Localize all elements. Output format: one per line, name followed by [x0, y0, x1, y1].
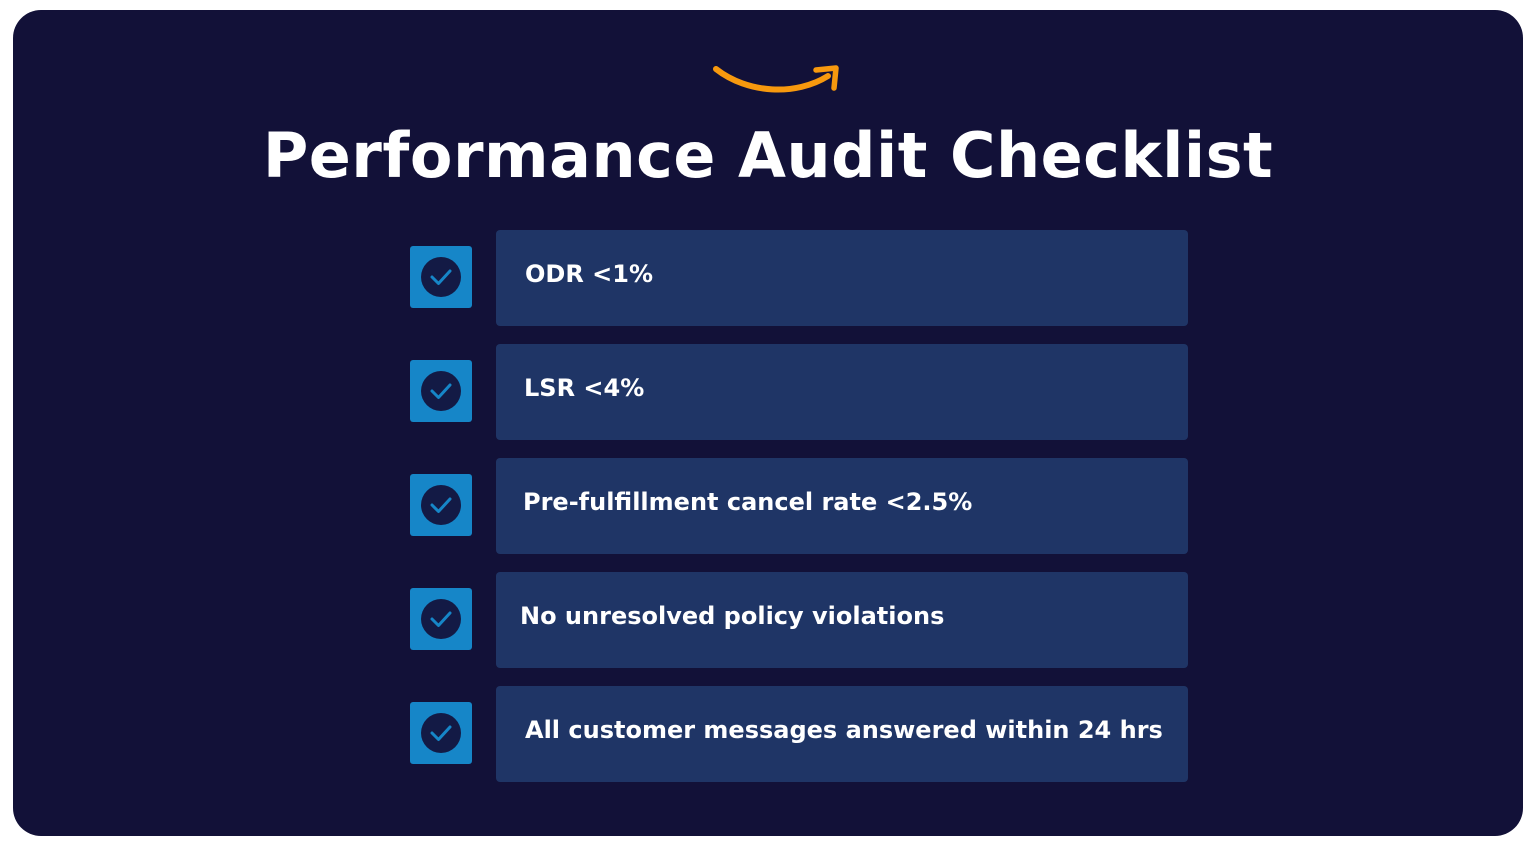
- checklist-item-cancel-rate: Pre-fulfillment cancel rate <2.5%: [410, 458, 1188, 554]
- check-circle-icon: [421, 599, 461, 639]
- item-label: LSR <4%: [524, 374, 645, 402]
- checklist-item-lsr: LSR <4%: [410, 344, 1188, 440]
- checklist-item-policy-violations: No unresolved policy violations: [410, 572, 1188, 668]
- checklist-card: Performance Audit Checklist ODR <1%: [13, 10, 1523, 836]
- item-label: No unresolved policy violations: [520, 602, 945, 630]
- checkbox[interactable]: [410, 246, 472, 308]
- checkbox[interactable]: [410, 360, 472, 422]
- item-label: Pre-fulfillment cancel rate <2.5%: [523, 488, 973, 516]
- item-label: ODR <1%: [525, 260, 654, 288]
- checkbox[interactable]: [410, 702, 472, 764]
- item-bar: No unresolved policy violations: [496, 572, 1188, 668]
- smile-arrow: [813, 65, 839, 91]
- check-circle-icon: [421, 713, 461, 753]
- check-circle-icon: [421, 485, 461, 525]
- checklist: ODR <1% LSR <4% Pre-fulfil: [410, 230, 1188, 800]
- checklist-item-customer-messages: All customer messages answered within 24…: [410, 686, 1188, 782]
- checkbox[interactable]: [410, 588, 472, 650]
- page-title: Performance Audit Checklist: [262, 119, 1274, 192]
- amazon-smile-icon: [713, 65, 839, 93]
- check-circle-icon: [421, 257, 461, 297]
- item-bar: All customer messages answered within 24…: [496, 686, 1188, 782]
- item-label: All customer messages answered within 24…: [525, 716, 1163, 744]
- checklist-item-odr: ODR <1%: [410, 230, 1188, 326]
- checkbox[interactable]: [410, 474, 472, 536]
- item-bar: Pre-fulfillment cancel rate <2.5%: [496, 458, 1188, 554]
- item-bar: LSR <4%: [496, 344, 1188, 440]
- check-circle-icon: [421, 371, 461, 411]
- smile-curve: [713, 66, 831, 93]
- item-bar: ODR <1%: [496, 230, 1188, 326]
